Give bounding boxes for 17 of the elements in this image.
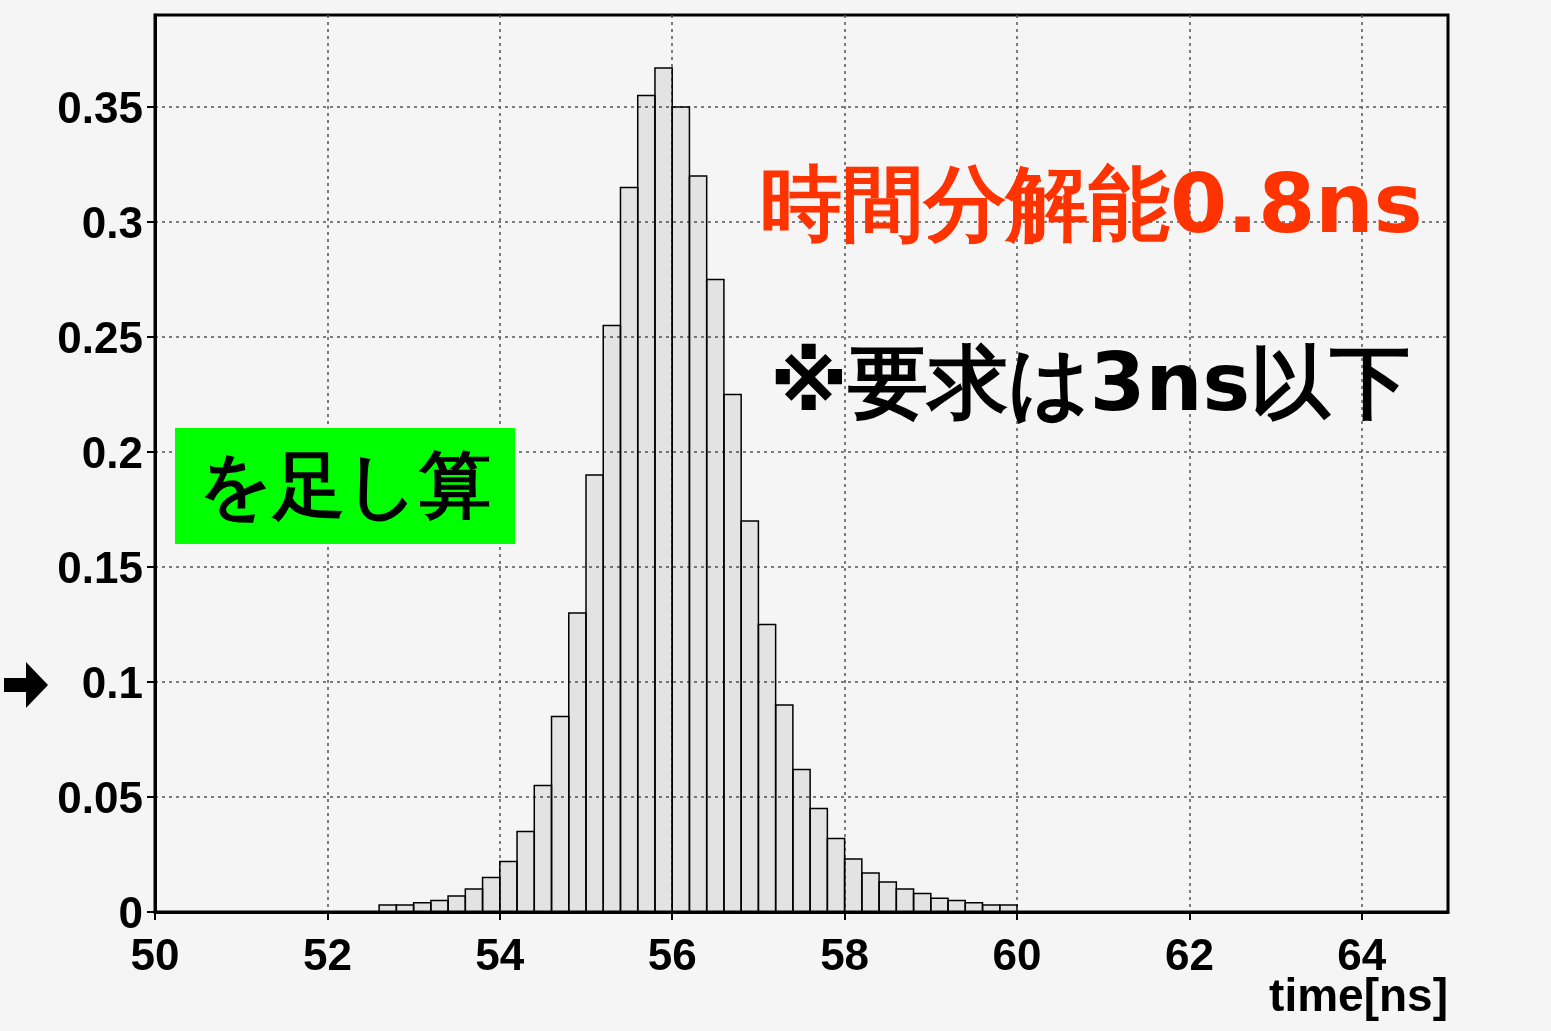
y-tick-label: 0.25 bbox=[57, 312, 143, 362]
annotation: 時間分解能0.8ns bbox=[760, 155, 1423, 253]
annotation: ※要求は3ns以下 bbox=[770, 335, 1411, 431]
x-tick-label: 54 bbox=[475, 929, 525, 979]
x-axis-title: time[ns] bbox=[1269, 969, 1448, 1022]
x-tick-label: 52 bbox=[302, 929, 352, 979]
annotation: を足し算 bbox=[175, 428, 515, 544]
x-tick-label: 60 bbox=[992, 929, 1042, 979]
y-tick-label: 0.15 bbox=[57, 542, 143, 592]
y-tick-label: 0.1 bbox=[81, 657, 143, 707]
x-tick-label: 56 bbox=[647, 929, 697, 979]
y-tick-label: 0.2 bbox=[81, 427, 143, 477]
y-tick-label: 0.3 bbox=[81, 197, 143, 247]
x-tick-label: 58 bbox=[820, 929, 870, 979]
y-tick-label: 0.35 bbox=[57, 82, 143, 132]
x-tick-label: 62 bbox=[1164, 929, 1214, 979]
y-tick-label: 0.05 bbox=[57, 772, 143, 822]
